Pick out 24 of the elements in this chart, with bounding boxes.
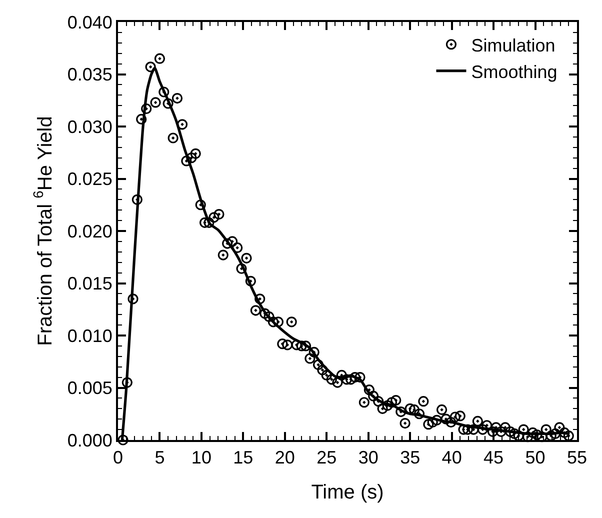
x-tick-label: 15 (233, 448, 254, 468)
x-tick-label: 50 (525, 448, 546, 468)
y-tick-label: 0.005 (67, 378, 112, 398)
x-tick-label: 10 (191, 448, 212, 468)
y-tick-label: 0.000 (67, 430, 112, 450)
y-tick-label: 0.010 (67, 326, 112, 346)
y-tick-label: 0.015 (67, 274, 112, 294)
x-tick-label: 20 (274, 448, 295, 468)
y-tick-label: 0.020 (67, 221, 112, 242)
x-tick-label: 55 (566, 448, 588, 468)
x-tick-label: 25 (316, 448, 337, 468)
x-tick-label: 5 (154, 448, 165, 468)
y-tick-label: 0.040 (67, 12, 112, 32)
x-tick-label: 0 (112, 448, 124, 468)
x-axis-title: Time (s) (311, 482, 384, 504)
x-tick-label: 35 (400, 448, 420, 468)
y-tick-label: 0.035 (67, 64, 112, 85)
y-tick-label: 0.030 (67, 116, 112, 137)
legend-label: Simulation (471, 35, 556, 56)
x-tick-label: 30 (358, 448, 378, 468)
y-tick-label: 0.025 (67, 169, 112, 190)
legend-label: Smoothing (471, 62, 558, 82)
x-tick-label: 45 (484, 448, 504, 468)
x-tick-label: 40 (442, 448, 462, 468)
